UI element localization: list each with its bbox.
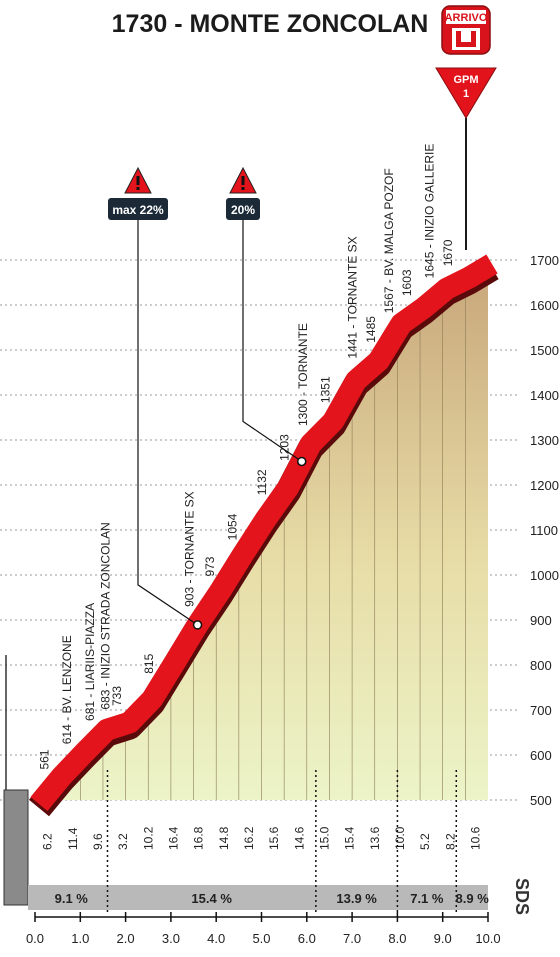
y-tick-label: 1400 bbox=[530, 388, 559, 403]
y-tick-label: 1500 bbox=[530, 343, 559, 358]
x-tick-label: 10.0 bbox=[475, 931, 500, 946]
start-block bbox=[3, 789, 29, 906]
waypoint-label: 681 - LIARIIS-PIAZZA bbox=[83, 603, 97, 721]
max-gradient-badge bbox=[108, 198, 168, 220]
waypoint-label: 815 bbox=[142, 653, 156, 673]
gradient-value: 10.2 bbox=[141, 826, 155, 850]
y-tick-label: 1300 bbox=[530, 433, 559, 448]
x-tick-label: 4.0 bbox=[207, 931, 225, 946]
waypoint-label: 1351 bbox=[318, 376, 332, 403]
finish-line-icon bbox=[452, 28, 480, 50]
waypoint-label: 1441 - TORNANTE SX bbox=[346, 236, 360, 358]
gradient-value: 10.6 bbox=[468, 826, 482, 850]
waypoint-label: 1567 - BV. MALGA POZOF bbox=[382, 168, 396, 313]
exclamation-dot-icon bbox=[136, 187, 140, 190]
gradient-value: 16.8 bbox=[192, 826, 206, 850]
waypoint-label: 614 - BV. LENZONE bbox=[60, 635, 74, 744]
waypoint-label: 973 bbox=[203, 556, 217, 576]
sections-bar bbox=[28, 885, 488, 910]
x-tick-label: 1.0 bbox=[71, 931, 89, 946]
brand-logo: SDS bbox=[512, 878, 532, 915]
waypoint-label: 1485 bbox=[364, 316, 378, 343]
y-tick-label: 1100 bbox=[530, 523, 558, 538]
x-tick-label: 6.0 bbox=[298, 931, 316, 946]
y-tick-label: 1700 bbox=[530, 253, 559, 268]
x-axis-ticks: 0.0 1.0 2.0 3.0 4.0 5.0 6.0 7.0 8.0 9.0 10.0 bbox=[26, 912, 501, 946]
max-gradient-label: 20% bbox=[231, 203, 255, 217]
gradient-value: 15.6 bbox=[267, 826, 281, 850]
marker-point bbox=[296, 456, 307, 467]
waypoint-label: 1645 - INIZIO GALLERIE bbox=[423, 144, 437, 279]
waypoint-label: 683 - INIZIO STRADA ZONCOLAN bbox=[99, 522, 113, 709]
waypoint-label: 1054 bbox=[226, 513, 240, 540]
gradient-value: 15.4 bbox=[343, 826, 357, 850]
exclamation-dot-icon bbox=[241, 187, 245, 190]
max-gradient-label: max 22% bbox=[112, 203, 164, 217]
arrival-label: ARRIVO bbox=[445, 12, 488, 24]
section-gradient: 7.1 % bbox=[410, 891, 444, 906]
y-tick-label: 700 bbox=[530, 703, 552, 718]
marker-point bbox=[192, 620, 203, 630]
gradient-value: 5.2 bbox=[418, 833, 432, 850]
x-tick-label: 2.0 bbox=[117, 931, 135, 946]
gradient-value: 8.2 bbox=[443, 833, 457, 850]
marker-leader bbox=[242, 220, 303, 462]
waypoint-label: 561 bbox=[38, 749, 52, 769]
y-tick-label: 500 bbox=[530, 793, 552, 808]
gpm-label: GPM bbox=[453, 74, 478, 86]
section-gradient: 15.4 % bbox=[191, 891, 232, 906]
waypoint-labels: 561 614 - BV. LENZONE 681 - LIARIIS-PIAZZA… bbox=[38, 144, 455, 770]
waypoint-label: 1203 bbox=[278, 434, 292, 461]
waypoint-label: 1132 bbox=[255, 469, 269, 495]
waypoint-label: 903 - TORNANTE SX bbox=[183, 491, 197, 607]
x-tick-label: 9.0 bbox=[434, 931, 452, 946]
gradient-value: 10.0 bbox=[393, 826, 407, 850]
waypoint-label: 1300 - TORNANTE bbox=[296, 323, 310, 426]
y-axis-ticks: 500 600 700 800 900 1000 1100 1200 1300 1400 1500 1… bbox=[530, 253, 559, 808]
x-tick-label: 3.0 bbox=[162, 931, 180, 946]
gradient-value: 14.6 bbox=[292, 826, 306, 850]
chart-title: 1730 - MONTE ZONCOLAN bbox=[112, 10, 429, 38]
gradient-value: 16.2 bbox=[242, 826, 256, 850]
exclamation-icon bbox=[241, 176, 245, 185]
y-tick-label: 900 bbox=[530, 613, 552, 628]
gradient-value: 13.6 bbox=[368, 826, 382, 850]
gradient-strip: 6.2 11.4 9.6 3.2 10.2 16.4 16.8 14.8 16.2 15.6 14.… bbox=[28, 770, 489, 915]
x-tick-label: 8.0 bbox=[388, 931, 406, 946]
x-tick-label: 7.0 bbox=[343, 931, 361, 946]
y-tick-label: 1000 bbox=[530, 568, 559, 583]
gradient-value: 15.0 bbox=[317, 826, 331, 850]
y-tick-label: 1200 bbox=[530, 478, 559, 493]
section-gradient: 8.9 % bbox=[456, 891, 490, 906]
gradient-markers: max 22% 20% bbox=[108, 166, 307, 630]
road-band bbox=[30, 254, 498, 812]
exclamation-icon bbox=[136, 176, 140, 185]
y-tick-label: 800 bbox=[530, 658, 552, 673]
arrival-badge: ARRIVO bbox=[441, 5, 491, 55]
gradient-value: 11.4 bbox=[66, 827, 80, 850]
waypoint-label: 1670 bbox=[441, 239, 455, 266]
y-tick-label: 600 bbox=[530, 748, 552, 763]
section-gradient: 9.1 % bbox=[55, 891, 89, 906]
max-gradient-badge bbox=[226, 198, 260, 220]
gradient-value: 16.4 bbox=[166, 826, 180, 850]
y-tick-label: 1600 bbox=[530, 298, 559, 313]
gradient-value: 9.6 bbox=[91, 833, 105, 850]
gradient-value: 3.2 bbox=[116, 833, 130, 850]
profile-area bbox=[3, 260, 488, 906]
waypoint-label: 1603 bbox=[400, 269, 414, 296]
marker-leader bbox=[137, 220, 198, 626]
section-gradient: 13.9 % bbox=[336, 891, 377, 906]
gradient-value: 6.2 bbox=[41, 833, 55, 850]
x-tick-label: 5.0 bbox=[252, 931, 270, 946]
waypoint-label: 733 bbox=[110, 686, 124, 706]
gradient-value: 14.8 bbox=[217, 826, 231, 850]
gpm-category: 1 bbox=[463, 88, 469, 100]
gpm-badge: GPM 1 bbox=[435, 67, 497, 250]
x-tick-label: 0.0 bbox=[26, 931, 44, 946]
profile-road-band bbox=[28, 254, 499, 817]
